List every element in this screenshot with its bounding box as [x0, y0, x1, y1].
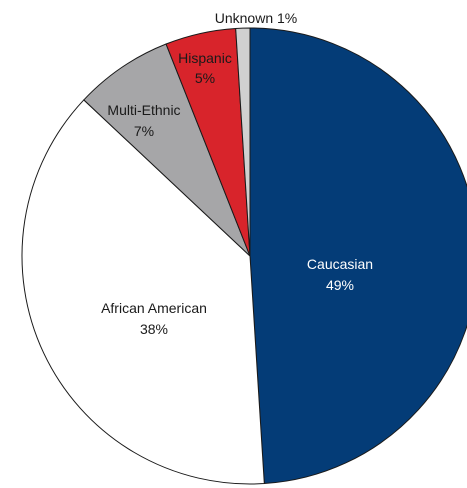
slice-label-hispanic: Hispanic — [178, 50, 232, 66]
pie-slices — [21, 27, 467, 485]
slice-value-caucasian: 49% — [326, 277, 354, 293]
slice-label-african-american: African American — [101, 300, 207, 316]
slice-value-african-american: 38% — [140, 321, 168, 337]
slice-value-unknown: Unknown 1% — [215, 10, 298, 26]
pie-slice-african-american — [21, 99, 265, 485]
slice-value-multi-ethnic: 7% — [134, 123, 154, 139]
slice-value-hispanic: 5% — [195, 70, 215, 86]
slice-label-caucasian: Caucasian — [307, 256, 373, 272]
pie-slice-caucasian — [249, 27, 467, 485]
pie-labels: Caucasian 49% African American 38% Multi-Eth… — [101, 10, 373, 337]
pie-slice-unknown — [235, 27, 251, 257]
slice-label-multi-ethnic: Multi-Ethnic — [107, 102, 180, 118]
